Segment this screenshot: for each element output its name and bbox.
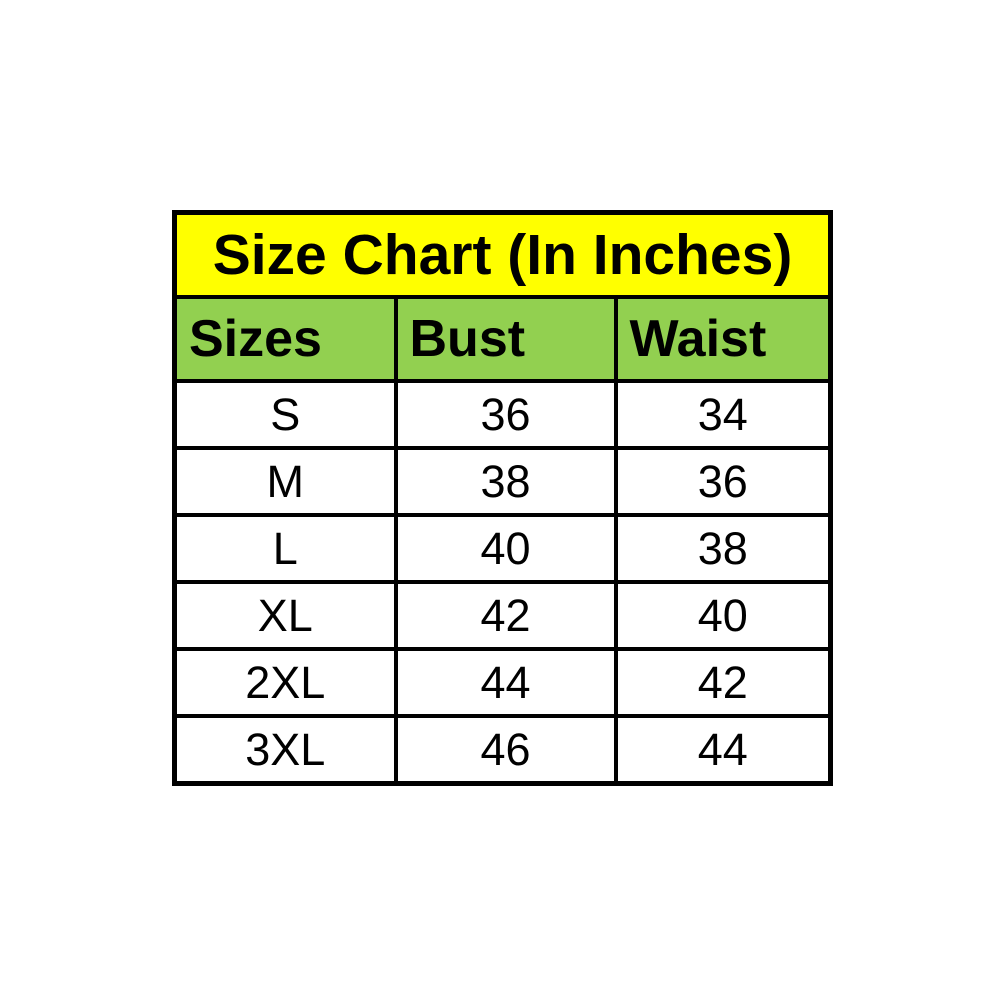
waist-cell: 44 [613,714,833,786]
table-row: XL 42 40 [172,580,833,651]
table-row: 3XL 46 44 [172,714,833,786]
column-header-bust: Bust [393,295,618,383]
waist-cell: 34 [613,379,833,450]
waist-cell: 38 [613,513,833,584]
size-cell: S [172,379,398,450]
bust-cell: 40 [393,513,618,584]
table-row: S 36 34 [172,379,833,450]
bust-cell: 46 [393,714,618,786]
size-cell: L [172,513,398,584]
size-cell: 2XL [172,647,398,718]
table-row: L 40 38 [172,513,833,584]
waist-cell: 42 [613,647,833,718]
column-header-waist: Waist [613,295,833,383]
header-row: Sizes Bust Waist [172,295,833,383]
table-row: M 38 36 [172,446,833,517]
bust-cell: 42 [393,580,618,651]
bust-cell: 44 [393,647,618,718]
waist-cell: 40 [613,580,833,651]
table-row: 2XL 44 42 [172,647,833,718]
bust-cell: 38 [393,446,618,517]
title-row: Size Chart (In Inches) [172,210,833,299]
size-cell: XL [172,580,398,651]
column-header-sizes: Sizes [172,295,398,383]
table-title: Size Chart (In Inches) [172,210,833,299]
bust-cell: 36 [393,379,618,450]
size-cell: 3XL [172,714,398,786]
size-chart-table: Size Chart (In Inches) Sizes Bust Waist … [172,210,834,786]
size-cell: M [172,446,398,517]
waist-cell: 36 [613,446,833,517]
